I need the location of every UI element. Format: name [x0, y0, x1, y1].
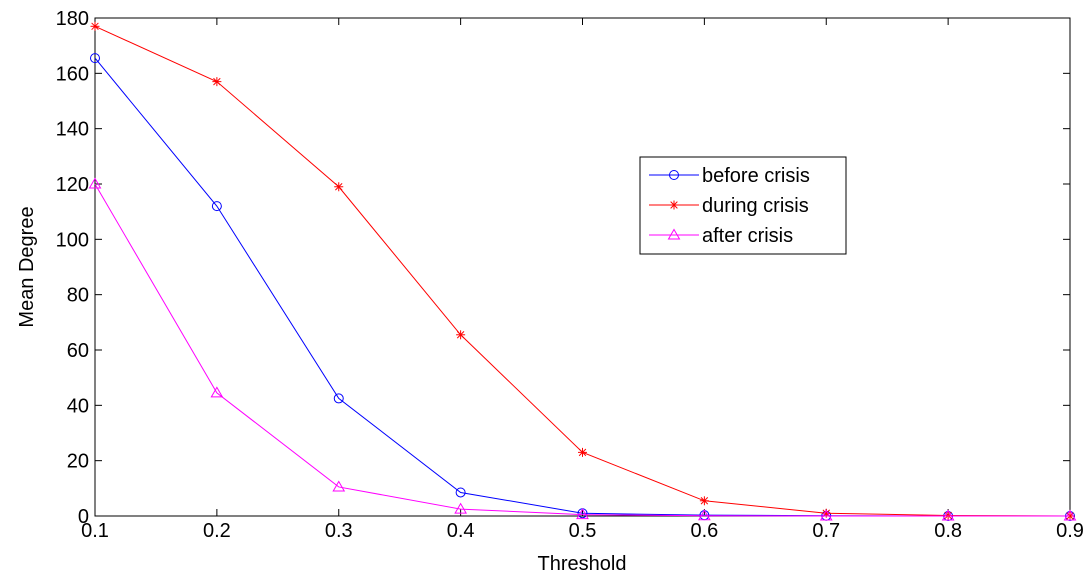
- data-point-before-crisis: [455, 487, 466, 498]
- plot-area: [94, 17, 1071, 517]
- series-line-after-crisis: [94, 183, 1070, 517]
- data-point-after-crisis: [88, 177, 102, 189]
- data-point-after-crisis: [698, 509, 711, 521]
- y-tick-label: 20: [67, 451, 89, 473]
- y-axis-title: Mean Degree: [16, 206, 38, 327]
- data-point-during-crisis: [90, 21, 100, 31]
- y-axis: 0 20 40 60 80 100 120 140 160 180: [56, 8, 1070, 528]
- series-lines: [88, 21, 1077, 521]
- data-point-during-crisis: [943, 510, 953, 520]
- y-tick-label: 160: [56, 63, 89, 85]
- y-tick-label: 80: [67, 285, 89, 307]
- legend-box: [639, 156, 847, 255]
- data-point-after-crisis: [1063, 509, 1077, 521]
- legend-entry-after-crisis: after crisis: [649, 225, 793, 247]
- y-tick-label: 180: [56, 8, 89, 30]
- data-point-during-crisis: [456, 330, 466, 340]
- x-tick-label: 0.4: [447, 520, 475, 542]
- data-point-during-crisis: [334, 182, 344, 192]
- x-tick-label: 0.2: [203, 520, 231, 542]
- data-point-during-crisis: [212, 77, 222, 87]
- legend-marker: [669, 170, 679, 180]
- data-point-during-crisis: [578, 447, 587, 457]
- data-point-after-crisis: [819, 509, 833, 521]
- data-point-before-crisis: [333, 393, 344, 404]
- data-point-after-crisis: [454, 502, 467, 514]
- legend-marker: [667, 228, 681, 240]
- legend-label: during crisis: [702, 195, 809, 217]
- x-tick-label: 0.8: [934, 520, 962, 542]
- data-point-before-crisis: [90, 53, 100, 64]
- legend-marker: [669, 200, 679, 210]
- x-tick-label: 0.5: [569, 520, 597, 542]
- x-tick-label: 0.3: [325, 520, 353, 542]
- data-point-after-crisis: [332, 480, 346, 492]
- legend-label: after crisis: [702, 225, 793, 247]
- data-point-before-crisis: [211, 201, 222, 212]
- x-axis: 0.1 0.2 0.3 0.4 0.5 0.6 0.7 0.8 0.9: [81, 18, 1084, 542]
- data-point-during-crisis: [699, 496, 709, 506]
- y-tick-label: 0: [78, 506, 89, 528]
- data-point-after-crisis: [210, 386, 224, 398]
- legend-label: before crisis: [702, 165, 810, 187]
- data-point-after-crisis: [941, 509, 955, 521]
- y-tick-label: 140: [56, 119, 89, 141]
- y-tick-label: 40: [67, 395, 89, 417]
- data-point-after-crisis: [576, 508, 589, 520]
- x-tick-label: 0.9: [1056, 520, 1084, 542]
- y-tick-label: 60: [67, 340, 89, 362]
- legend: before crisis during crisis after crisis: [639, 156, 847, 255]
- x-tick-label: 0.7: [812, 520, 840, 542]
- x-tick-label: 0.1: [81, 520, 109, 542]
- x-tick-label: 0.6: [690, 520, 718, 542]
- y-tick-label: 120: [56, 174, 89, 196]
- x-axis-title: Threshold: [538, 553, 627, 575]
- legend-entry-during-crisis: during crisis: [649, 195, 809, 217]
- y-tick-label: 100: [56, 229, 89, 251]
- legend-entry-before-crisis: before crisis: [649, 165, 810, 187]
